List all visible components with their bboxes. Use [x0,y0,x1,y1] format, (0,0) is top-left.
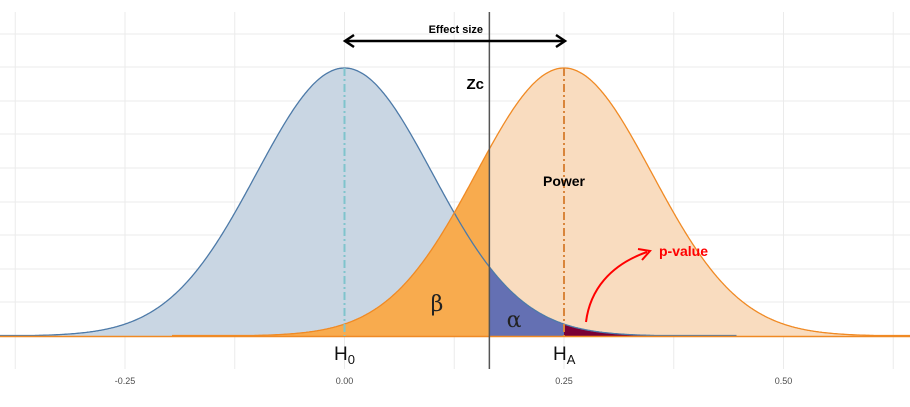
effect-size-label: Effect size [429,24,483,36]
p-value-arrow [585,248,652,323]
ha-label: HA [553,344,576,367]
alpha-region [489,266,737,336]
zc-label: Zc [466,76,484,93]
h0-distribution-area [0,68,737,336]
effect-size-arrow [342,33,568,49]
x-axis-ticks: -0.25 0.00 0.25 0.50 [115,376,793,386]
power-label: Power [543,173,586,189]
x-tick-label: 0.50 [775,376,793,386]
x-tick-label: 0.00 [336,376,354,386]
x-tick-label: 0.25 [555,376,573,386]
x-tick-label: -0.25 [115,376,136,386]
beta-label: β [431,292,444,317]
beta-region [172,148,490,336]
ha-distribution-area [172,68,910,336]
h0-label: H0 [334,344,355,367]
p-value-label: p-value [659,243,708,259]
alpha-label: α [507,308,522,333]
